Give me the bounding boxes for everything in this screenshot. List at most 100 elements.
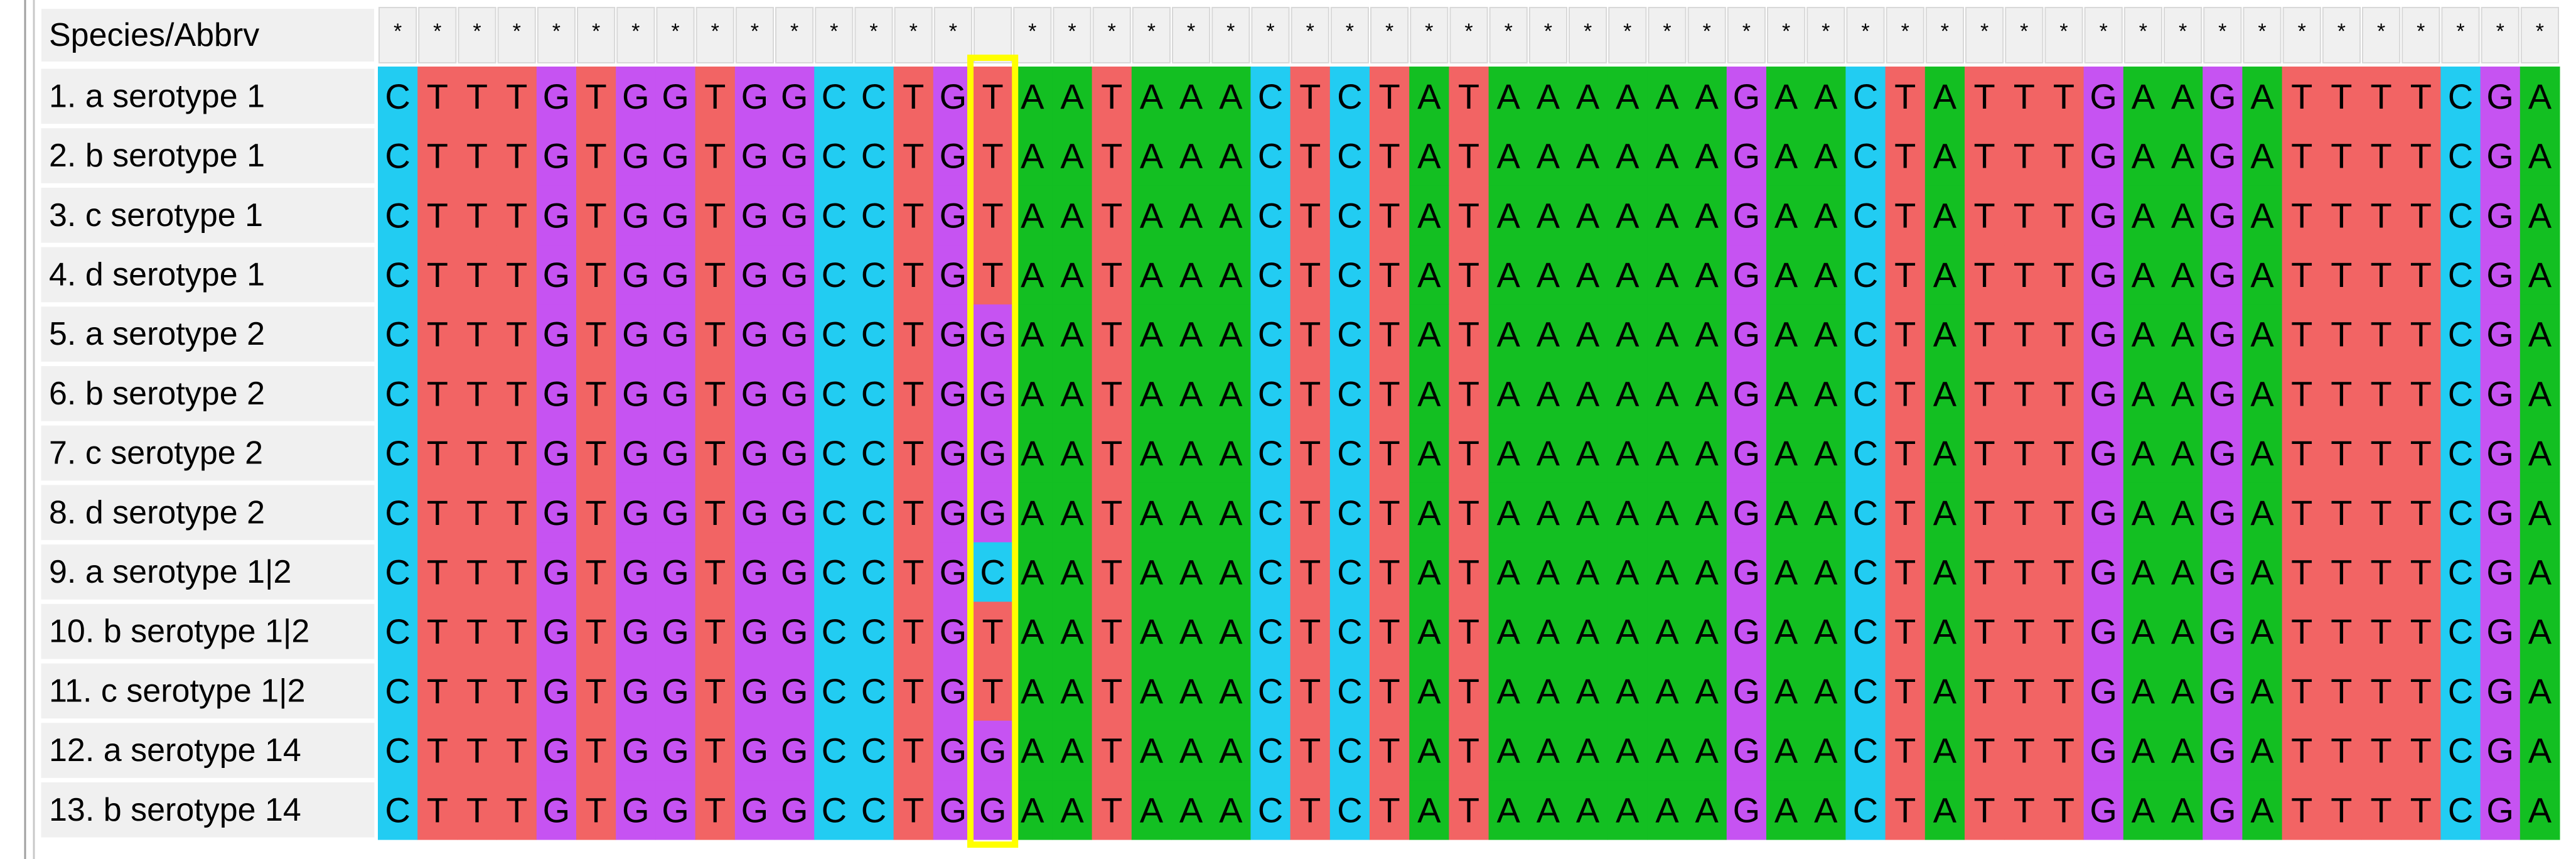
base-cell bbox=[536, 364, 577, 424]
base: G bbox=[1733, 315, 1761, 354]
name-cell[interactable] bbox=[39, 126, 377, 185]
base: A bbox=[2132, 612, 2155, 651]
base: A bbox=[1576, 433, 1600, 473]
name-cell[interactable] bbox=[39, 67, 377, 126]
conservation-cell bbox=[894, 7, 933, 63]
base: T bbox=[506, 255, 527, 294]
name-cell[interactable] bbox=[39, 483, 377, 543]
header-cell[interactable] bbox=[39, 6, 377, 64]
base-cell bbox=[1171, 661, 1211, 721]
name-cell[interactable] bbox=[39, 721, 377, 780]
base-cell bbox=[1012, 542, 1053, 602]
name-cell[interactable] bbox=[39, 245, 377, 305]
base: G bbox=[940, 612, 967, 651]
base-cell bbox=[695, 602, 736, 662]
base: T bbox=[1299, 315, 1321, 354]
base: T bbox=[704, 77, 726, 116]
base: G bbox=[1733, 671, 1761, 711]
base-cell bbox=[1092, 245, 1132, 305]
base: G bbox=[622, 671, 650, 711]
base-cell bbox=[1131, 304, 1172, 364]
base-cell bbox=[1370, 185, 1410, 246]
base-cell bbox=[775, 304, 815, 364]
base: A bbox=[1179, 552, 1203, 592]
base-cell bbox=[814, 602, 854, 662]
base: G bbox=[741, 315, 769, 354]
base-cell bbox=[417, 423, 458, 484]
name-cell[interactable] bbox=[39, 780, 377, 840]
base: C bbox=[1853, 255, 1878, 294]
name-cell[interactable] bbox=[39, 305, 377, 364]
base: T bbox=[1973, 255, 1995, 294]
base-cell bbox=[893, 245, 934, 305]
base: G bbox=[781, 612, 808, 651]
base-cell bbox=[1607, 482, 1648, 543]
base: T bbox=[506, 731, 527, 770]
base-cell bbox=[1726, 245, 1767, 305]
base: A bbox=[1774, 671, 1798, 711]
base: G bbox=[781, 790, 808, 829]
base-cell bbox=[1370, 423, 1410, 484]
base: G bbox=[940, 493, 967, 532]
base: T bbox=[2370, 731, 2391, 770]
base: T bbox=[1458, 315, 1479, 354]
base: A bbox=[1060, 552, 1084, 592]
base: T bbox=[2291, 315, 2312, 354]
base-cell bbox=[1845, 126, 1886, 186]
base-cell bbox=[1012, 482, 1053, 543]
base-cell bbox=[1092, 661, 1132, 721]
base: A bbox=[2132, 77, 2155, 116]
conservation-mark: * bbox=[1425, 19, 1433, 43]
base: T bbox=[1458, 731, 1479, 770]
base-cell bbox=[2401, 245, 2441, 305]
base-cell bbox=[1528, 364, 1569, 424]
base-cell bbox=[457, 364, 498, 424]
base: T bbox=[1973, 374, 1995, 413]
base: T bbox=[2014, 493, 2035, 532]
base: A bbox=[2132, 790, 2155, 829]
base-cell bbox=[1885, 185, 1926, 246]
base-cell bbox=[1370, 67, 1410, 127]
base-cell bbox=[1211, 364, 1251, 424]
base: G bbox=[543, 315, 571, 354]
base-cell bbox=[378, 185, 418, 246]
base: C bbox=[861, 195, 886, 235]
base-cell bbox=[2480, 542, 2521, 602]
base-cell bbox=[1607, 780, 1648, 840]
name-cell[interactable] bbox=[39, 185, 377, 245]
base: A bbox=[1774, 136, 1798, 176]
base-cell bbox=[1409, 67, 1449, 127]
name-cell[interactable] bbox=[39, 543, 377, 602]
base: T bbox=[2014, 552, 2035, 592]
base-cell bbox=[1924, 126, 1965, 186]
conservation-mark: * bbox=[869, 19, 877, 43]
base: C bbox=[1258, 671, 1283, 711]
base-cell bbox=[2203, 602, 2243, 662]
base-cell bbox=[814, 364, 854, 424]
base: T bbox=[427, 77, 448, 116]
base: A bbox=[1814, 136, 1838, 176]
conservation-mark: * bbox=[2179, 19, 2187, 43]
base-cell bbox=[1449, 67, 1489, 127]
base-cell bbox=[1329, 542, 1370, 602]
name-cell[interactable] bbox=[39, 661, 377, 721]
name-cell[interactable] bbox=[39, 602, 377, 661]
base: A bbox=[1576, 552, 1600, 592]
base-cell bbox=[1647, 126, 1688, 186]
base: A bbox=[1219, 315, 1243, 354]
base: T bbox=[1894, 790, 1916, 829]
name-cell[interactable] bbox=[39, 423, 377, 483]
base: A bbox=[1060, 433, 1084, 473]
base-cell bbox=[2440, 423, 2481, 484]
name-cell[interactable] bbox=[39, 364, 377, 423]
base-cell bbox=[2004, 661, 2044, 721]
base: T bbox=[704, 731, 726, 770]
base-cell bbox=[1488, 185, 1529, 246]
base: C bbox=[1853, 195, 1878, 235]
conservation-mark: * bbox=[473, 19, 481, 43]
base: C bbox=[2448, 433, 2473, 473]
base-cell bbox=[2282, 780, 2322, 840]
base: G bbox=[2209, 731, 2236, 770]
base-cell bbox=[854, 482, 894, 543]
